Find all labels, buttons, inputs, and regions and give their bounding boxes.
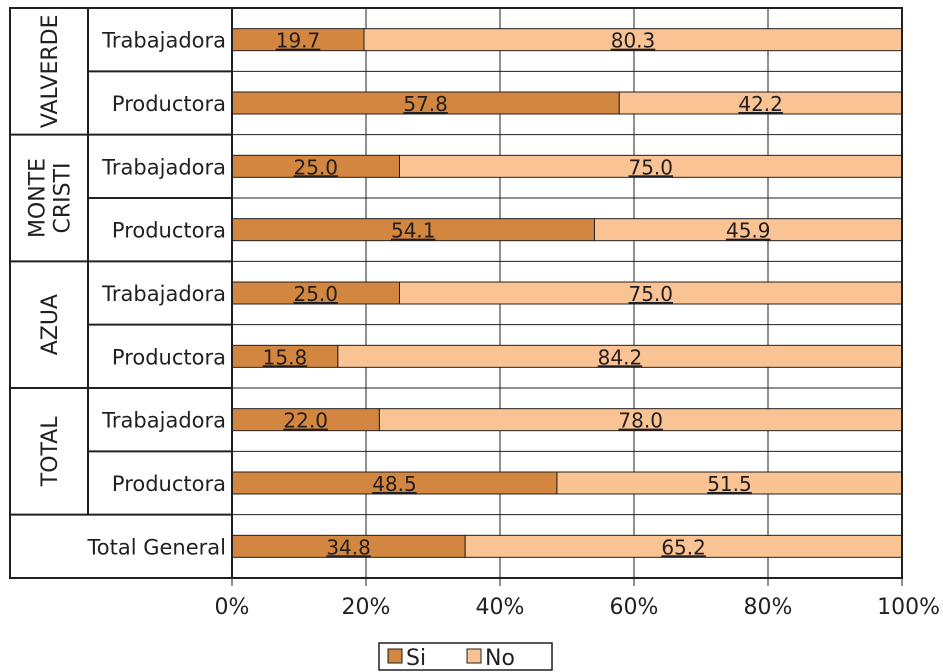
- category-labels: Trabajadora Productora Trabajadora Producto…: [87, 29, 226, 560]
- data-label-si: 57.8: [403, 92, 448, 116]
- legend-box: [378, 642, 553, 671]
- group-labels: VALVERDE MONTECRISTI AZUA TOTAL: [26, 15, 76, 488]
- x-tick-label: 40%: [476, 595, 525, 620]
- data-label-no: 45.9: [726, 219, 771, 243]
- group-label: VALVERDE: [38, 15, 63, 129]
- data-label-no: 42.2: [738, 92, 783, 116]
- data-label-no: 65.2: [661, 535, 706, 559]
- category-label: Productora: [112, 345, 226, 369]
- data-label-si: 25.0: [293, 155, 338, 179]
- legend-label: Si: [406, 646, 426, 671]
- category-label: Trabajadora: [101, 282, 226, 306]
- category-label: Productora: [112, 472, 226, 496]
- group-label-line: VALVERDE: [38, 15, 63, 129]
- group-label: AZUA: [38, 294, 63, 355]
- data-label-si: 34.8: [326, 535, 371, 559]
- bars: [231, 28, 903, 558]
- data-label-no: 80.3: [611, 29, 656, 53]
- data-label-no: 84.2: [598, 345, 643, 369]
- data-label-si: 15.8: [263, 345, 308, 369]
- group-label-line: AZUA: [38, 294, 63, 355]
- x-tick-label: 0%: [215, 595, 250, 620]
- chart-frame: [9, 7, 903, 579]
- group-label-line: CRISTI: [51, 162, 76, 233]
- group-label-line: MONTE: [26, 158, 51, 238]
- category-label: Trabajadora: [101, 29, 226, 53]
- data-label-si: 48.5: [372, 472, 417, 496]
- data-label-no: 51.5: [707, 472, 752, 496]
- x-tick-label: 60%: [610, 595, 659, 620]
- category-label: Productora: [112, 219, 226, 243]
- data-label-no: 75.0: [628, 282, 673, 306]
- legend: Si No: [378, 642, 553, 671]
- data-labels: 19.7 80.3 57.8 42.2 25.0 75.0 54.1 45.9 25.0 75.0…: [263, 29, 783, 560]
- category-label: Trabajadora: [101, 155, 226, 179]
- data-label-si: 25.0: [293, 282, 338, 306]
- group-label: TOTAL: [38, 416, 63, 488]
- x-tick-label: 80%: [744, 595, 793, 620]
- category-label: Productora: [112, 92, 226, 116]
- x-axis-ticks: 0% 20% 40% 60% 80% 100%: [215, 595, 940, 620]
- legend-swatch: [387, 648, 403, 664]
- legend-label: No: [485, 646, 515, 671]
- category-label: Total General: [87, 535, 226, 559]
- data-label-si: 19.7: [276, 29, 321, 53]
- category-label: Trabajadora: [101, 409, 226, 433]
- data-label-si: 22.0: [283, 409, 328, 433]
- legend-swatch: [466, 648, 482, 664]
- outer-frame: [9, 7, 903, 579]
- x-tick-label: 20%: [342, 595, 391, 620]
- data-label-no: 75.0: [628, 155, 673, 179]
- group-label: MONTECRISTI: [26, 158, 76, 238]
- data-label-si: 54.1: [391, 219, 436, 243]
- data-label-no: 78.0: [618, 409, 663, 433]
- group-label-line: TOTAL: [38, 416, 63, 488]
- x-tick-label: 100%: [877, 595, 940, 620]
